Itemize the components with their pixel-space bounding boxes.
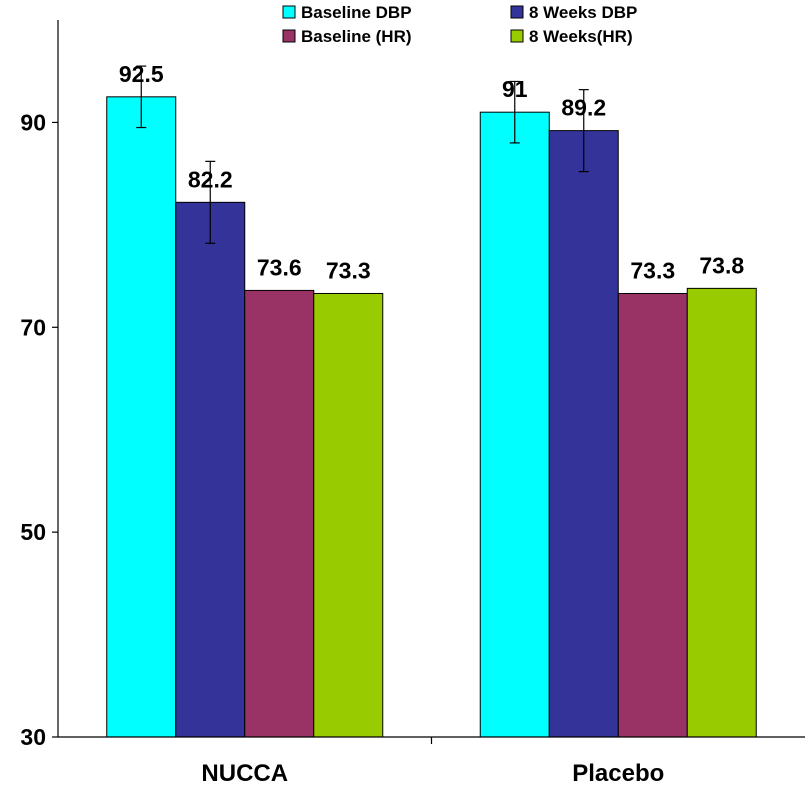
bar	[617, 292, 688, 738]
legend-swatch	[510, 5, 524, 19]
legend-swatch	[510, 29, 524, 43]
bar	[548, 130, 619, 738]
bar	[175, 201, 246, 738]
y-tick-label: 50	[20, 519, 46, 545]
x-category-label: NUCCA	[201, 760, 288, 787]
bar	[313, 292, 384, 738]
legend-item: 8 Weeks(HR)	[510, 27, 633, 46]
y-tick-label: 30	[20, 724, 46, 750]
bar	[106, 96, 177, 738]
y-tick-label: 90	[20, 109, 46, 135]
error-bar	[509, 80, 520, 144]
data-label: 73.3	[630, 257, 675, 283]
legend-item: Baseline DBP	[282, 3, 412, 22]
y-tick-label: 70	[20, 314, 46, 340]
data-label: 73.3	[326, 257, 371, 283]
legend-item: Baseline (HR)	[282, 27, 412, 46]
y-ticks: 30 50 70 90	[20, 109, 58, 750]
data-label: 91	[502, 76, 528, 102]
x-category-labels: NUCCA Placebo	[201, 737, 664, 787]
error-bar	[136, 65, 147, 129]
data-label: 73.8	[699, 252, 744, 278]
error-bars	[136, 65, 589, 244]
data-label: 92.5	[119, 61, 164, 87]
legend-swatch	[282, 5, 296, 19]
bar	[244, 289, 315, 738]
legend-label: 8 Weeks(HR)	[529, 27, 633, 46]
legend-swatch	[282, 29, 296, 43]
bars	[106, 96, 757, 738]
bar	[686, 287, 757, 738]
data-label: 82.2	[188, 166, 233, 192]
bar	[479, 111, 550, 738]
data-label: 89.2	[561, 95, 606, 121]
error-bar	[205, 160, 216, 244]
legend-label: Baseline (HR)	[301, 27, 412, 46]
value-labels: 92.5 82.2 73.6 73.3 91 89.2 73.3 73.8	[119, 61, 744, 284]
error-bar	[578, 89, 589, 173]
legend-label: 8 Weeks DBP	[529, 3, 637, 22]
legend-item: 8 Weeks DBP	[510, 3, 637, 22]
legend: Baseline DBP 8 Weeks DBP Baseline (HR) 8 We…	[282, 3, 637, 46]
data-label: 73.6	[257, 254, 302, 280]
x-category-label: Placebo	[572, 760, 664, 787]
legend-label: Baseline DBP	[301, 3, 412, 22]
